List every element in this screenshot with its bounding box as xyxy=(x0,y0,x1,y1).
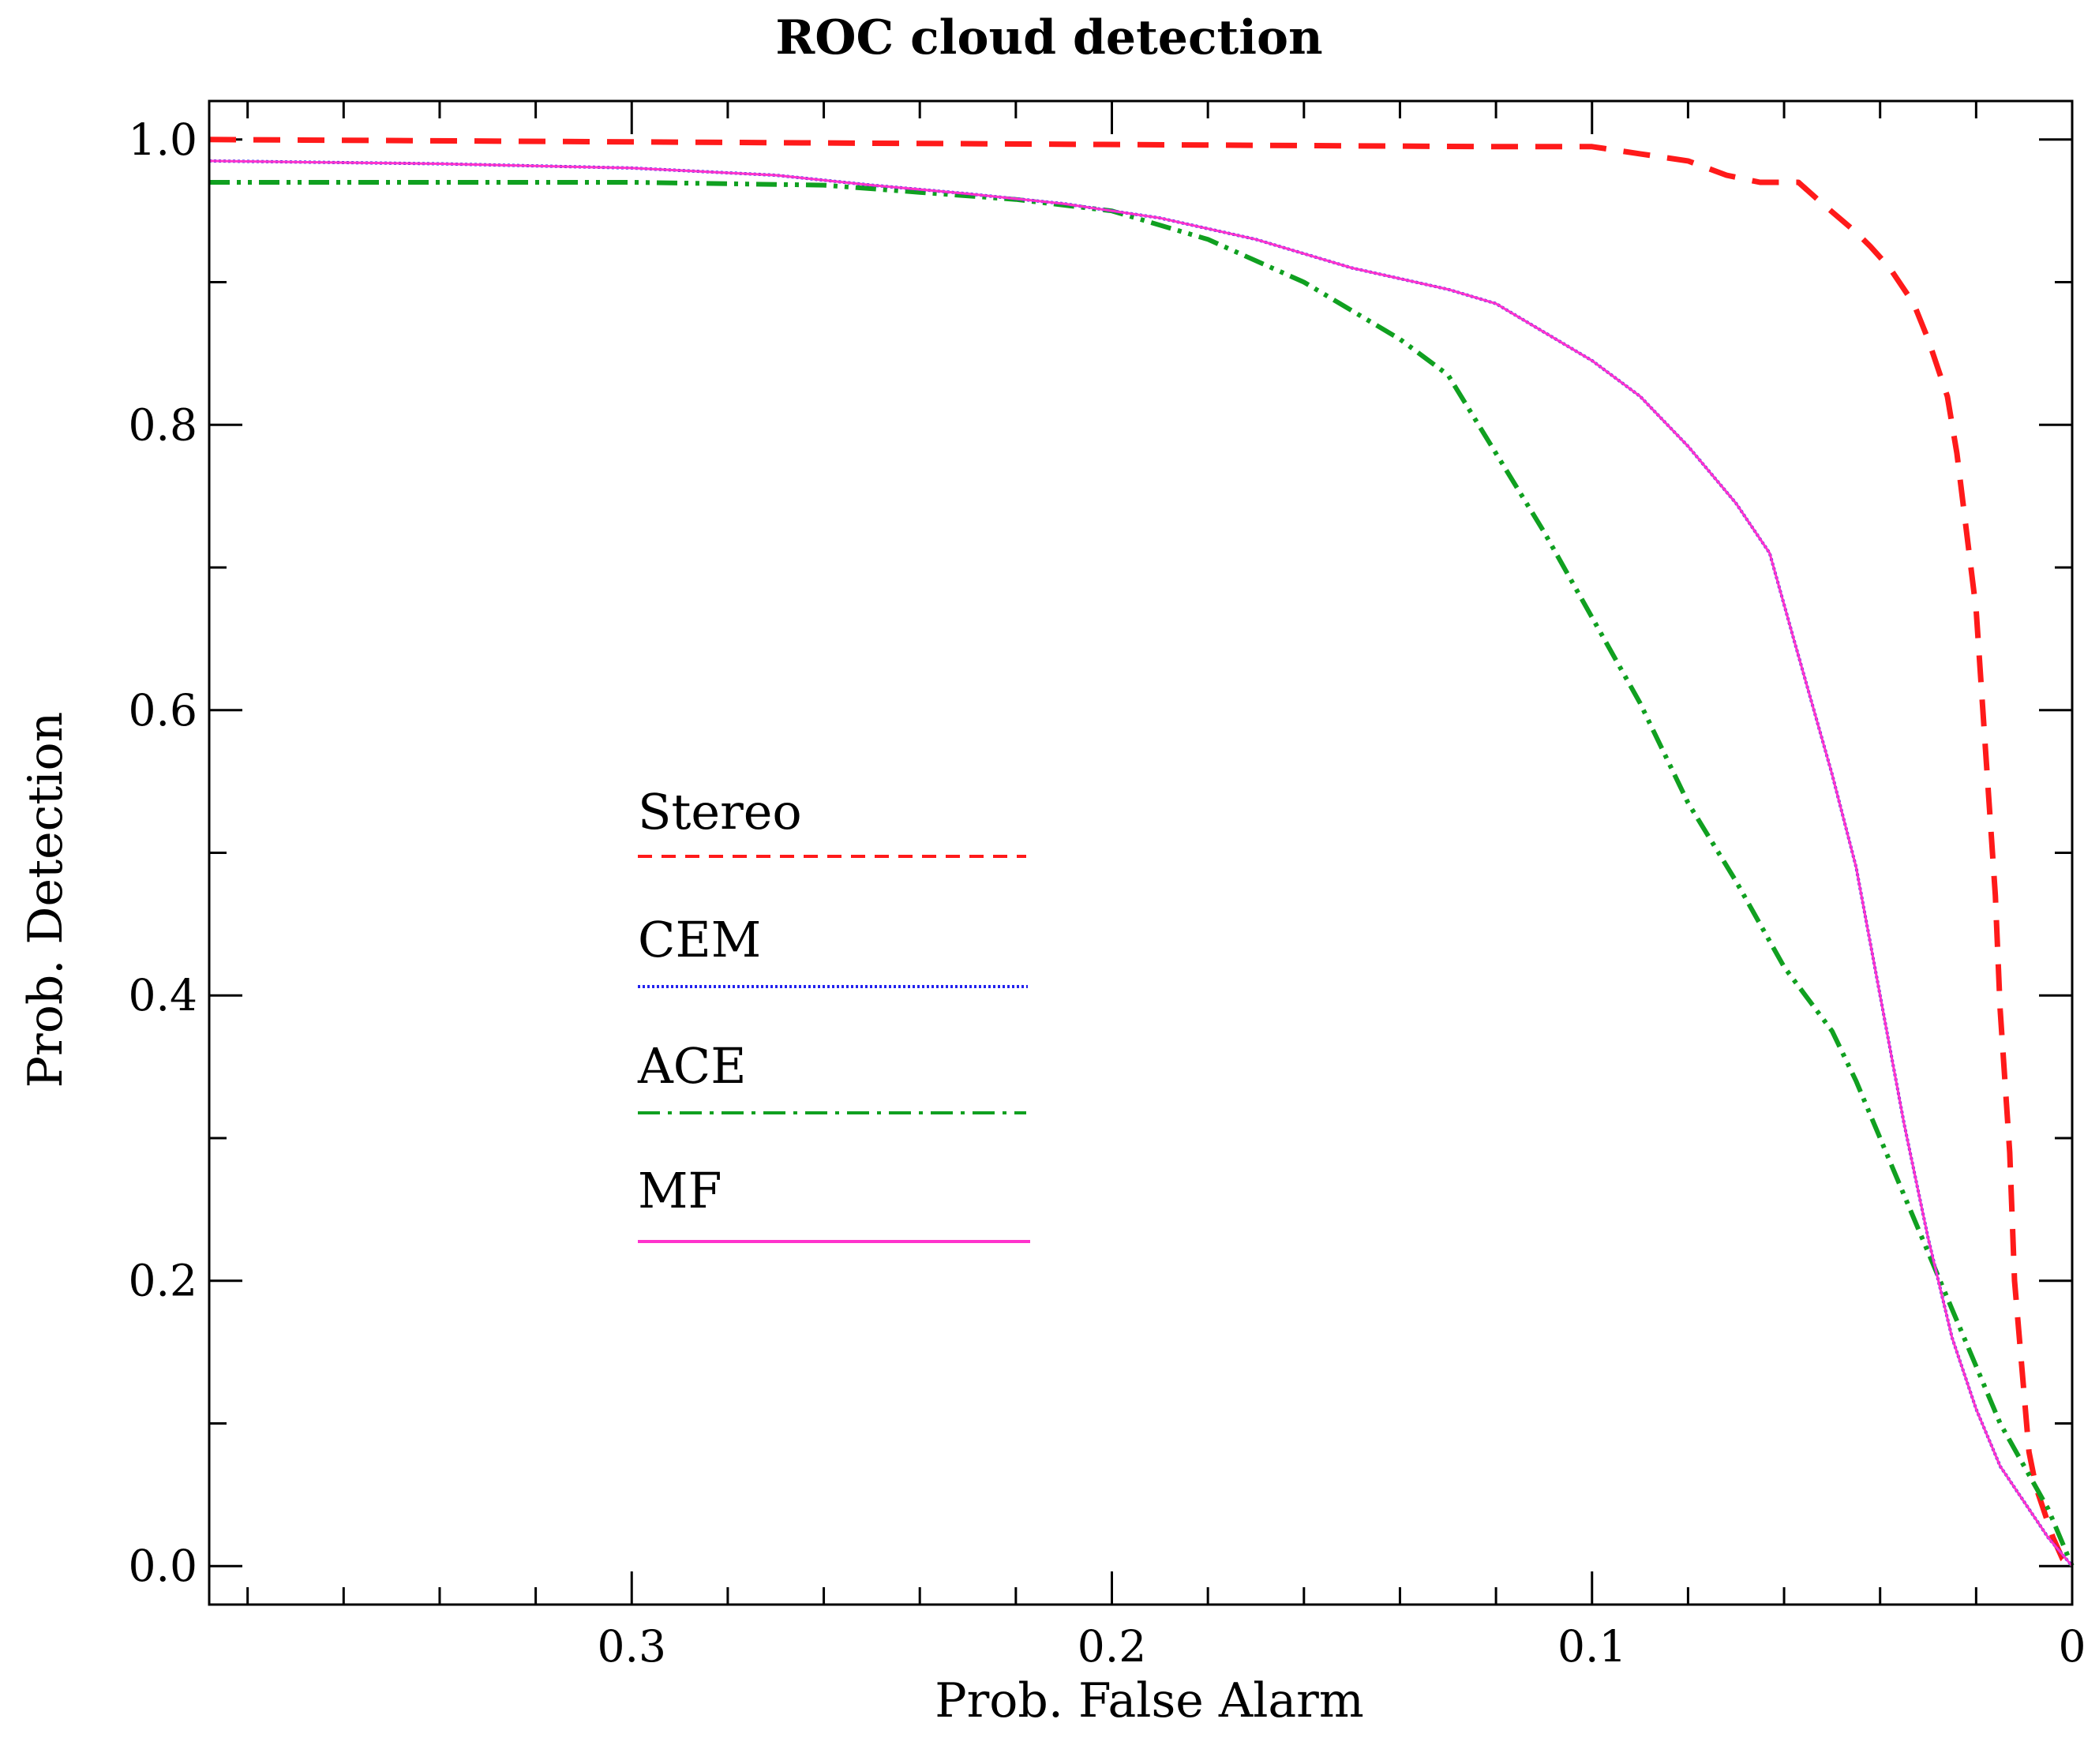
legend-label-mf: MF xyxy=(638,1162,722,1219)
legend-label-cem: CEM xyxy=(638,911,761,968)
series-line-stereo xyxy=(208,137,2075,1569)
legend-label-stereo: Stereo xyxy=(638,783,802,841)
y-tick-label: 0.6 xyxy=(129,685,197,736)
y-tick-label: 0.8 xyxy=(129,399,197,450)
x-tick-label: 0.3 xyxy=(598,1621,666,1672)
y-axis-label: Prob. Detection xyxy=(18,712,73,1088)
x-tick-label: 0.2 xyxy=(1078,1621,1146,1672)
y-tick-label: 0.2 xyxy=(129,1256,197,1306)
y-tick-label: 1.0 xyxy=(129,114,197,165)
series-lines xyxy=(208,137,2075,1569)
legend: Stereo CEM ACE MF xyxy=(637,783,1030,1243)
tick-labels: 0.3 0.2 0.1 0 0.0 0.2 0.4 0.6 0.8 1.0 xyxy=(129,114,2086,1672)
series-line-mf xyxy=(208,159,2074,1567)
series-line-ace xyxy=(209,180,2075,1567)
plot-frame xyxy=(208,99,2074,1606)
y-tick-label: 0.4 xyxy=(129,970,197,1021)
y-tick-label: 0.0 xyxy=(129,1541,197,1591)
x-axis-label: Prob. False Alarm xyxy=(935,1673,1364,1728)
x-tick-label: 0 xyxy=(2059,1621,2086,1672)
legend-label-ace: ACE xyxy=(637,1037,746,1095)
chart-title: ROC cloud detection xyxy=(775,10,1322,66)
x-tick-label: 0.1 xyxy=(1557,1621,1626,1672)
